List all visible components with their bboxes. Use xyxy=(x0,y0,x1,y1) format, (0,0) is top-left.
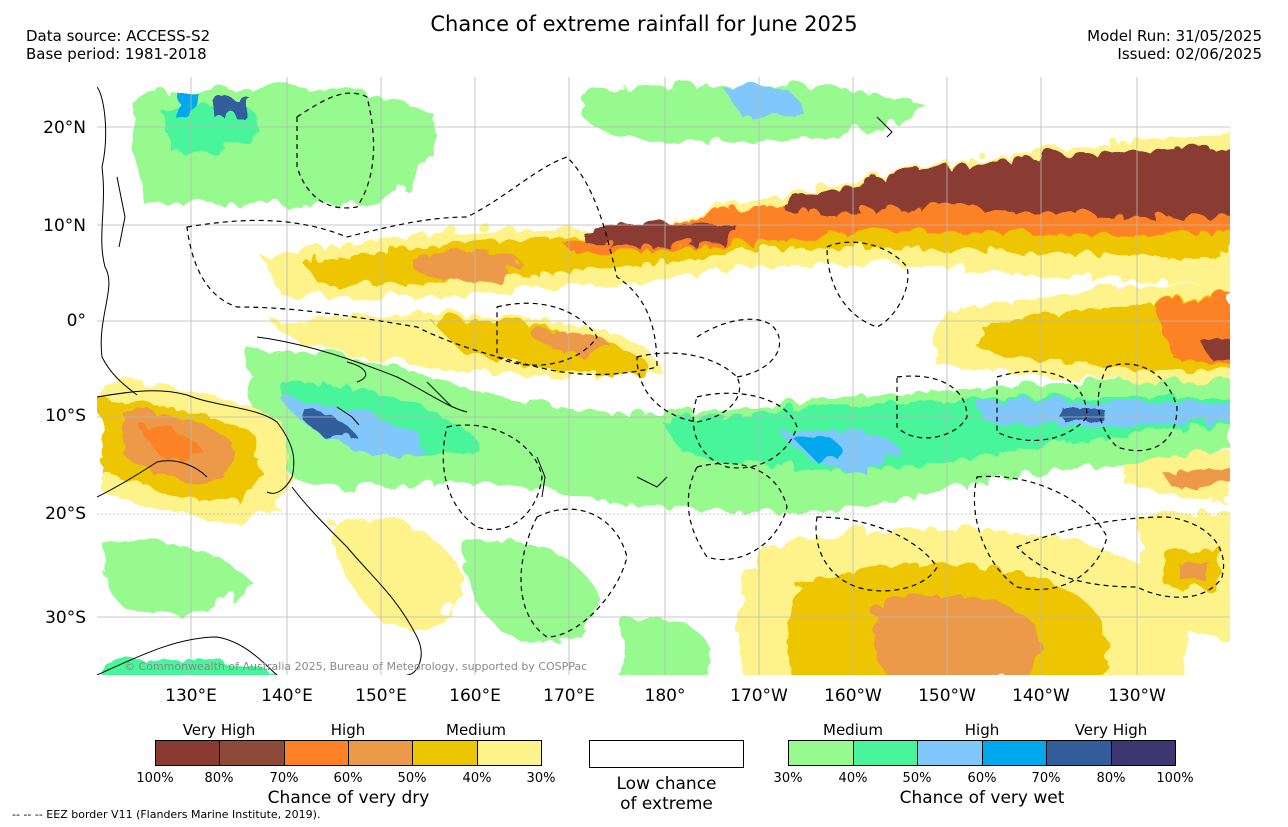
wet-tick-80: 80% xyxy=(1096,771,1126,786)
wet-tick-100: 100% xyxy=(1156,771,1194,786)
lon-label-140e: 140°E xyxy=(261,686,313,706)
dry-swatch-1 xyxy=(220,741,285,765)
eez-note: -- -- -- EEZ border V11 (Flanders Marine… xyxy=(12,808,321,821)
lat-label-0: 0° xyxy=(66,311,86,331)
wet-category-medium: Medium xyxy=(823,721,883,739)
lon-label-140w: 140°W xyxy=(1012,686,1070,706)
lat-label-20n: 20°N xyxy=(43,118,86,138)
dry-swatch-4 xyxy=(413,741,478,765)
dry-swatch-0 xyxy=(156,741,221,765)
wet-swatch-1 xyxy=(853,741,918,765)
model-run-text: Model Run: 31/05/2025 xyxy=(1087,27,1262,45)
lon-label-150e: 150°E xyxy=(355,686,407,706)
dry-tick-40: 40% xyxy=(462,771,492,786)
low-chance-label: Low chance of extreme xyxy=(589,774,744,814)
low-chance-line2: of extreme xyxy=(620,794,713,814)
wet-tick-50: 50% xyxy=(902,771,932,786)
lat-label-20s: 20°S xyxy=(45,504,86,524)
wet-tick-40: 40% xyxy=(838,771,868,786)
lat-label-10n: 10°N xyxy=(43,216,86,236)
dry-tick-60: 60% xyxy=(333,771,363,786)
dry-legend-title: Chance of very dry xyxy=(267,788,430,808)
wet-swatch-4 xyxy=(1047,741,1112,765)
data-source-text: Data source: ACCESS-S2 xyxy=(26,27,211,45)
lon-label-180: 180° xyxy=(644,686,686,706)
copyright-text: © Commonwealth of Australia 2025, Bureau… xyxy=(124,660,588,673)
lat-label-10s: 10°S xyxy=(45,406,86,426)
wet-tick-30: 30% xyxy=(773,771,803,786)
low-chance-swatch xyxy=(589,740,744,768)
eez-borders xyxy=(186,92,1225,638)
wet-category-very-high: Very High xyxy=(1074,721,1148,739)
rainfall-map xyxy=(97,77,1230,675)
dry-tick-100: 100% xyxy=(136,771,174,786)
dry-category-medium: Medium xyxy=(446,721,506,739)
lon-label-170e: 170°E xyxy=(543,686,595,706)
dry-category-very-high: Very High xyxy=(182,721,256,739)
dry-colorbar xyxy=(155,740,542,766)
dry-tick-30: 30% xyxy=(526,771,556,786)
map-canvas xyxy=(97,77,1230,675)
header-left: Data source: ACCESS-S2 Base period: 1981… xyxy=(26,27,210,63)
dry-tick-50: 50% xyxy=(397,771,427,786)
lon-label-160e: 160°E xyxy=(449,686,501,706)
lon-label-130w: 130°W xyxy=(1108,686,1166,706)
wet-swatch-5 xyxy=(1111,741,1175,765)
graticule xyxy=(97,77,1230,675)
dry-swatch-2 xyxy=(284,741,349,765)
base-period-text: Base period: 1981-2018 xyxy=(26,45,207,63)
lat-label-30s: 30°S xyxy=(45,608,86,628)
lon-label-130e: 130°E xyxy=(165,686,217,706)
low-chance-line1: Low chance xyxy=(616,774,717,794)
coastlines xyxy=(97,86,893,675)
wet-tick-70: 70% xyxy=(1031,771,1061,786)
wet-colorbar xyxy=(788,740,1176,766)
wet-swatch-3 xyxy=(982,741,1047,765)
wet-swatch-2 xyxy=(918,741,983,765)
issued-text: Issued: 02/06/2025 xyxy=(1117,45,1262,63)
dry-swatch-5 xyxy=(477,741,541,765)
dry-tick-70: 70% xyxy=(269,771,299,786)
lon-label-170w: 170°W xyxy=(730,686,788,706)
header-right: Model Run: 31/05/2025 Issued: 02/06/2025 xyxy=(1087,27,1262,63)
wet-category-high: High xyxy=(964,721,1000,739)
wet-legend-title: Chance of very wet xyxy=(899,788,1065,808)
dry-tick-80: 80% xyxy=(204,771,234,786)
wet-swatch-0 xyxy=(789,741,854,765)
lon-label-150w: 150°W xyxy=(918,686,976,706)
dry-category-high: High xyxy=(330,721,366,739)
map-title: Chance of extreme rainfall for June 2025 xyxy=(430,12,858,36)
dry-swatch-3 xyxy=(348,741,414,765)
rainfall-fields xyxy=(97,80,1230,675)
wet-tick-60: 60% xyxy=(967,771,997,786)
lon-label-160w: 160°W xyxy=(824,686,882,706)
